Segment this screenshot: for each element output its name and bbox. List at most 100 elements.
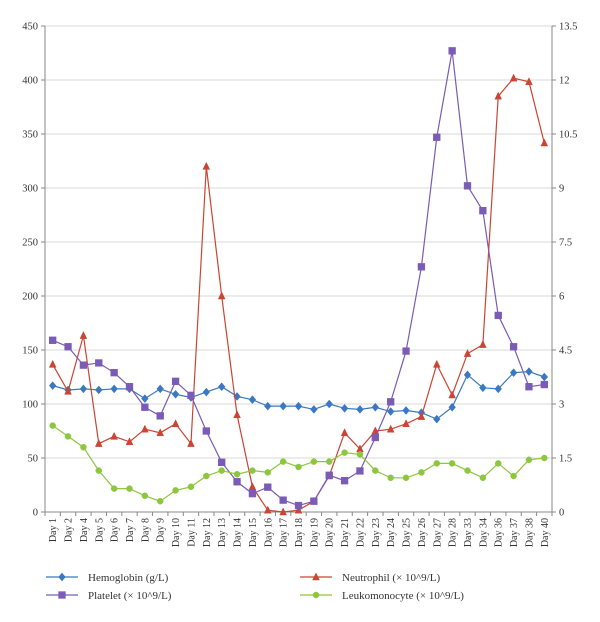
data-point xyxy=(525,456,533,464)
y2-tick-label: 10.5 xyxy=(559,130,577,141)
y-tick-label: 300 xyxy=(22,184,38,195)
legend-swatch-marker xyxy=(312,572,320,581)
y2-tick-label: 6 xyxy=(559,292,564,303)
y-tick-label: 150 xyxy=(22,346,38,357)
data-point xyxy=(217,291,226,300)
data-point xyxy=(79,361,88,369)
x-tick-label: Day 20 xyxy=(325,518,336,547)
x-tick-label: Day 27 xyxy=(432,518,443,547)
legend-swatch-marker xyxy=(58,591,66,599)
series-group xyxy=(48,73,549,516)
data-point xyxy=(540,372,549,382)
data-point xyxy=(233,470,241,478)
data-point xyxy=(372,467,379,474)
data-point xyxy=(95,467,103,474)
x-tick-label: Day 25 xyxy=(402,518,413,547)
data-point xyxy=(218,458,226,466)
data-point xyxy=(264,401,272,411)
data-point xyxy=(126,485,133,492)
x-tick-label: Day 34 xyxy=(478,518,489,547)
data-point xyxy=(64,343,72,351)
x-tick-label: Day 12 xyxy=(202,518,213,547)
data-point xyxy=(540,138,549,147)
data-point xyxy=(340,428,349,437)
x-tick-label: Day 1 xyxy=(48,518,59,542)
data-point xyxy=(433,133,441,141)
x-tick-label: Day 37 xyxy=(509,518,520,547)
x-tick-label: Day 23 xyxy=(371,518,382,547)
y-tick-label: 350 xyxy=(22,130,38,141)
data-point xyxy=(340,403,349,413)
x-tick-label: Day 5 xyxy=(94,518,105,542)
data-point xyxy=(295,463,302,471)
x-tick-label: Day 14 xyxy=(233,518,244,547)
data-point xyxy=(356,451,364,458)
y2-tick-label: 9 xyxy=(559,184,564,195)
data-point xyxy=(464,467,471,474)
series-group xyxy=(49,422,548,505)
legend-swatch-marker xyxy=(312,591,320,599)
data-point xyxy=(264,469,272,476)
data-point xyxy=(510,472,517,480)
data-point xyxy=(356,405,364,414)
data-point xyxy=(64,433,72,440)
data-point xyxy=(171,377,180,385)
data-point xyxy=(494,384,502,394)
y2-tick-label: 7.5 xyxy=(559,238,572,249)
data-point xyxy=(325,458,333,465)
data-point xyxy=(279,458,287,465)
y-tick-label: 450 xyxy=(22,22,38,33)
series-line xyxy=(52,50,545,507)
gridlines xyxy=(45,25,552,459)
data-point xyxy=(79,384,88,394)
x-tick-label: Day 10 xyxy=(171,518,182,547)
data-point xyxy=(371,433,379,442)
data-point xyxy=(110,431,118,440)
data-point xyxy=(402,406,410,415)
data-point xyxy=(387,474,394,482)
data-point xyxy=(340,477,349,485)
data-point xyxy=(418,469,425,476)
legend-label: Neutrophil (× 10^9/L) xyxy=(342,572,440,584)
data-point xyxy=(294,501,303,510)
data-point xyxy=(479,340,487,348)
data-point xyxy=(325,471,333,479)
series-group xyxy=(48,367,549,424)
x-tick-label: Day 9 xyxy=(156,518,167,542)
data-point xyxy=(402,474,410,482)
data-point xyxy=(494,460,502,467)
data-point xyxy=(509,343,518,351)
data-point xyxy=(187,439,195,447)
data-point xyxy=(448,402,456,412)
x-tick-label: Day 36 xyxy=(494,518,505,547)
x-tick-label: Day 18 xyxy=(294,518,305,547)
data-point xyxy=(402,419,410,428)
x-tick-label: Day 13 xyxy=(217,518,228,547)
data-point xyxy=(540,380,548,389)
y2-tick-label: 4.5 xyxy=(559,346,572,357)
data-point xyxy=(48,359,57,368)
data-point xyxy=(171,419,180,428)
data-point xyxy=(141,492,149,500)
y2-tick-label: 0 xyxy=(559,508,564,519)
x-tick-label: Day 26 xyxy=(417,518,428,547)
legend-label: Hemoglobin (g/L) xyxy=(88,572,169,584)
data-point xyxy=(248,489,257,498)
data-point xyxy=(479,383,487,393)
x-tick-label: Day 40 xyxy=(540,518,551,547)
series-lines xyxy=(48,47,549,516)
data-point xyxy=(141,424,149,433)
series-group xyxy=(49,47,548,510)
data-point xyxy=(95,385,103,395)
data-point xyxy=(202,387,211,397)
data-point xyxy=(110,369,118,377)
data-point xyxy=(402,347,410,355)
y-tick-label: 400 xyxy=(22,76,38,87)
data-point xyxy=(248,395,257,405)
x-tick-label: Day 2 xyxy=(64,518,75,542)
x-tick-label: Day 7 xyxy=(125,518,136,542)
data-point xyxy=(310,458,318,465)
data-point xyxy=(463,370,472,380)
data-point xyxy=(341,449,348,456)
